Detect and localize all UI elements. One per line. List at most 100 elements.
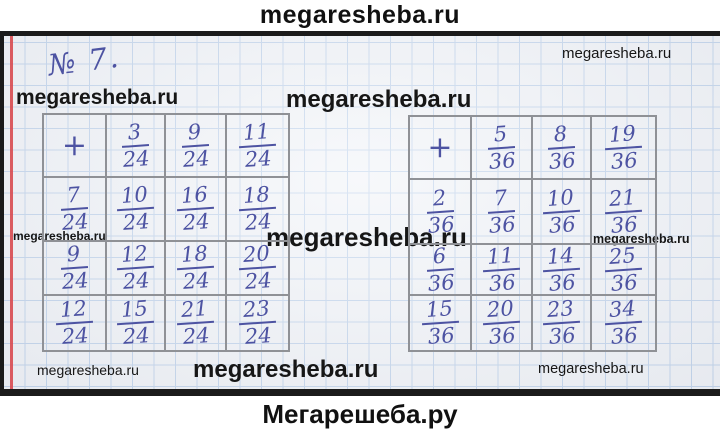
fraction: 18 24 (175, 241, 215, 294)
fraction: 10 36 (541, 185, 581, 237)
fraction-numerator: 25 (603, 243, 642, 272)
table-cell: 11 36 (470, 243, 531, 295)
fraction-numerator: 12 (115, 241, 154, 271)
fraction: 18 24 (237, 182, 277, 235)
fraction-denominator: 24 (61, 323, 90, 349)
page-left-edge (0, 36, 4, 389)
fraction-numerator: 11 (237, 119, 276, 148)
fraction-denominator: 24 (61, 268, 90, 294)
watermark: megaresheba.ru (266, 222, 467, 252)
notebook-page-photo: megaresheba.ru № 7. megaresheba.ru megar… (0, 36, 720, 389)
fraction-denominator: 24 (182, 209, 211, 235)
table-cell: 3 24 (105, 115, 164, 176)
fraction: 8 36 (546, 121, 577, 174)
fraction-numerator: 34 (603, 296, 642, 326)
operator-cell: + (44, 115, 105, 176)
table-cell: 23 24 (225, 294, 288, 350)
row-label-cell: 12 24 (44, 294, 105, 350)
top-divider-bar (0, 31, 720, 36)
watermark: megaresheba.ru (13, 229, 106, 243)
site-title-top: megaresheba.ru (259, 1, 461, 29)
fraction-denominator: 24 (61, 209, 90, 235)
table-cell: 14 36 (531, 243, 590, 296)
fraction: 20 24 (237, 241, 277, 294)
fraction: 12 24 (115, 241, 155, 294)
fraction: 15 36 (419, 296, 460, 349)
watermark: megaresheba.ru (16, 86, 179, 109)
fraction-numerator: 23 (237, 296, 276, 326)
table-cell: 10 36 (531, 178, 590, 243)
fraction: 6 36 (424, 243, 455, 295)
table-cell: 23 36 (531, 294, 590, 350)
fraction-numerator: 7 (59, 183, 88, 211)
fraction-numerator: 10 (541, 185, 580, 214)
fraction-denominator: 24 (122, 268, 151, 294)
fraction-numerator: 2 (424, 185, 454, 214)
watermark: megaresheba.ru (37, 362, 139, 378)
fraction: 14 36 (541, 243, 581, 296)
fraction: 9 24 (180, 119, 211, 171)
fraction-denominator: 24 (122, 209, 151, 235)
table-cell: 5 36 (470, 117, 531, 178)
fraction-denominator: 24 (244, 145, 273, 172)
fraction-numerator: 3 (120, 119, 149, 148)
fraction-denominator: 36 (548, 323, 577, 349)
watermark: megaresheba.ru (562, 45, 672, 62)
fraction-denominator: 36 (610, 269, 639, 296)
plus-sign: + (427, 129, 453, 165)
fraction-denominator: 36 (610, 323, 639, 349)
table-cell: 12 24 (105, 240, 164, 294)
row-label-cell: 2 36 (410, 178, 470, 243)
fraction-denominator: 24 (182, 268, 211, 294)
fraction-denominator: 24 (182, 323, 211, 349)
fraction-denominator: 24 (244, 323, 273, 349)
site-header: megaresheba.ru (0, 0, 720, 31)
fraction-denominator: 36 (610, 147, 639, 174)
fraction-numerator: 8 (546, 121, 575, 150)
fraction: 9 24 (59, 242, 90, 294)
watermark: megaresheba.ru (593, 232, 690, 246)
plus-sign: + (61, 127, 88, 163)
table-cell: 18 24 (225, 176, 288, 240)
fraction-numerator: 11 (481, 243, 520, 272)
fraction-numerator: 16 (175, 182, 214, 212)
operator-cell: + (410, 117, 470, 178)
fraction-denominator: 36 (548, 269, 577, 296)
fraction: 34 36 (603, 296, 643, 349)
table-cell: 10 24 (105, 176, 164, 240)
fraction: 20 36 (481, 296, 521, 349)
fraction-numerator: 19 (603, 121, 642, 150)
table-cell: 20 36 (470, 294, 531, 350)
fraction: 7 24 (59, 183, 90, 235)
fraction: 11 24 (237, 119, 277, 172)
fraction-numerator: 5 (486, 121, 515, 150)
watermark: megaresheba.ru (286, 86, 472, 113)
fraction: 23 24 (237, 296, 277, 349)
table-cell: 21 24 (164, 294, 225, 350)
table-cell: 8 36 (531, 117, 590, 178)
fraction-denominator: 36 (548, 147, 577, 174)
fraction: 23 36 (541, 296, 581, 349)
table-cell: 21 36 (590, 178, 655, 243)
fraction: 21 36 (603, 185, 643, 238)
table-cell: 16 24 (164, 176, 225, 240)
fraction-numerator: 14 (541, 243, 580, 272)
fraction-denominator: 36 (610, 211, 639, 238)
fraction-numerator: 20 (237, 241, 276, 271)
fraction: 16 24 (175, 182, 215, 235)
fraction-numerator: 21 (175, 296, 214, 326)
fraction: 12 24 (54, 296, 94, 349)
fraction: 25 36 (603, 243, 643, 296)
table-cell: 20 24 (225, 240, 288, 294)
table-cell: 25 36 (590, 243, 655, 296)
table-cell: 15 24 (105, 294, 164, 350)
fraction: 21 24 (175, 296, 215, 349)
watermark: megaresheba.ru (193, 356, 379, 383)
row-label-cell: 6 36 (410, 243, 470, 295)
fraction: 11 36 (481, 243, 521, 295)
fraction-table-24: + 3 24 9 24 11 24 7 24 10 24 16 24 18 24 9 24 12… (42, 113, 290, 352)
fraction-denominator: 36 (426, 323, 456, 349)
fraction-denominator: 24 (244, 209, 273, 235)
fraction: 19 36 (603, 121, 643, 174)
fraction-numerator: 10 (115, 182, 154, 212)
